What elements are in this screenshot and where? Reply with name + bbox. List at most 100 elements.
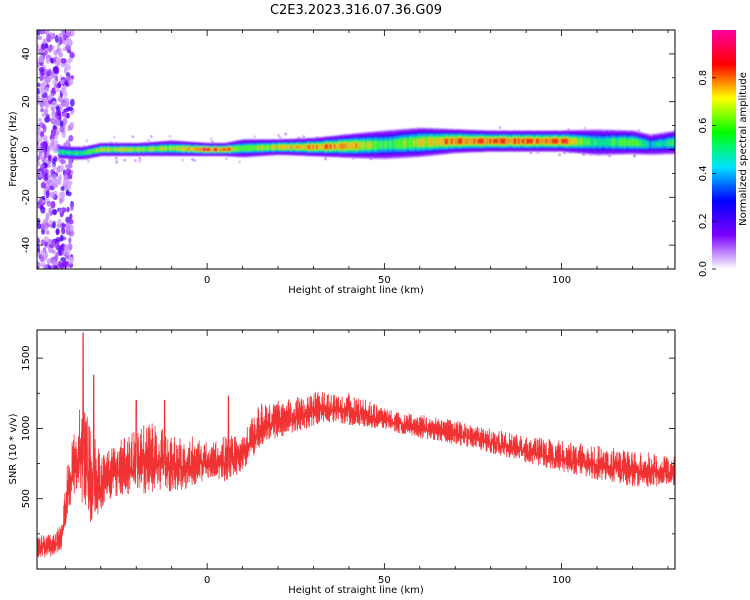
heatmap-ridge-cell (475, 138, 478, 145)
heatmap-ridge-cell (459, 138, 461, 145)
heatmap-noise-cell (62, 118, 68, 125)
heatmap-noise-cell (65, 63, 72, 71)
heatmap-ridge-cell (339, 143, 341, 150)
heatmap-noise-cell (57, 219, 62, 226)
heatmap-ridge-cell (379, 141, 382, 149)
heatmap-ridge-cell (503, 138, 506, 144)
heatmap-ridge-cell (131, 148, 134, 151)
heatmap-ridge-cell (617, 138, 620, 147)
snr-y-tick-label: 1000 (21, 416, 32, 441)
heatmap-ridge-cell (193, 147, 196, 151)
heatmap-ridge-cell (142, 147, 144, 151)
heatmap-ridge-cell (521, 138, 524, 144)
heatmap-ridge-cell (382, 140, 384, 149)
heatmap-ridge-cell (618, 139, 621, 146)
heatmap-ridge-cell (451, 138, 454, 145)
heatmap-ridge-cell (501, 138, 503, 144)
heatmap-noise-cell (38, 262, 45, 267)
heatmap-noise-cell (37, 35, 43, 41)
heatmap-ridge-cell (91, 149, 94, 154)
snr-x-tick-label: 100 (552, 575, 571, 586)
heatmap-y-tick-label: 20 (21, 95, 32, 108)
heatmap-noise-cell (58, 247, 62, 256)
heatmap-noise-cell (56, 47, 63, 56)
heatmap-ridge-cell (453, 137, 455, 145)
heatmap-speckle (224, 157, 228, 161)
heatmap-ridge-cell (435, 138, 437, 146)
heatmap-ridge-cell (173, 146, 176, 150)
heatmap-ridge-cell (235, 146, 238, 152)
heatmap-ridge-cell (273, 145, 275, 150)
heatmap-ridge-cell (431, 137, 434, 146)
heatmap-ridge-cell (69, 150, 71, 155)
heatmap-ridge-cell (424, 138, 426, 146)
heatmap-speckle (284, 132, 288, 136)
heatmap-ridge-cell (93, 149, 95, 153)
heatmap-noise-cell (59, 234, 64, 242)
heatmap-noise-cell (58, 208, 63, 213)
heatmap-noise-cell (51, 238, 56, 247)
heatmap-ridge-cell (483, 138, 485, 145)
heatmap-ridge-cell (279, 144, 281, 150)
heatmap-ridge-cell (444, 138, 447, 145)
heatmap-ridge-cell (87, 150, 89, 154)
heatmap-ridge-cell (495, 138, 497, 144)
heatmap-ridge-cell (105, 147, 107, 152)
heatmap-ridge-cell (292, 144, 294, 150)
heatmap-noise-cell (50, 128, 57, 137)
heatmap-ridge-cell (588, 138, 591, 146)
heatmap-ridge-cell (357, 142, 359, 149)
heatmap-ridge-cell (181, 146, 184, 151)
heatmap-ridge-cell (77, 151, 80, 156)
heatmap-ridge-cell (316, 144, 318, 150)
heatmap-noise-cell (40, 163, 45, 171)
heatmap-ridge-cell (313, 144, 316, 150)
heatmap-noise-cell (39, 30, 46, 35)
heatmap-ridge-cell (145, 147, 148, 151)
heatmap-speckle (302, 135, 306, 139)
heatmap-ridge-cell (532, 138, 534, 144)
heatmap-ridge-cell (665, 140, 668, 147)
heatmap-ridge-cell (585, 137, 587, 147)
heatmap-noise-cell (65, 191, 72, 197)
heatmap-ridge-cell (558, 138, 561, 144)
heatmap-speckle (278, 136, 282, 140)
heatmap-ridge-cell (63, 150, 65, 155)
heatmap-ridge-cell (417, 139, 419, 146)
heatmap-ridge-cell (317, 144, 320, 150)
heatmap-ridge-cell (222, 147, 225, 152)
heatmap-ridge-cell (463, 137, 466, 145)
heatmap-ridge-cell (395, 139, 398, 149)
heatmap-ridge-cell (251, 145, 254, 151)
figure-title: C2E3.2023.316.07.36.G09 (270, 3, 442, 18)
heatmap-noise-cell (58, 173, 62, 182)
heatmap-ridge-cell (346, 142, 348, 150)
heatmap-noise-cell (38, 170, 43, 179)
heatmap-ridge-cell (467, 138, 470, 144)
heatmap-ridge-cell (461, 138, 464, 145)
heatmap-ridge-cell (198, 147, 201, 152)
heatmap-noise-cell (46, 76, 52, 82)
heatmap-ridge-cell (642, 139, 645, 148)
heatmap-noise-cell (52, 183, 59, 189)
snr-series-line (37, 332, 675, 558)
heatmap-x-tick-label: 100 (552, 275, 571, 286)
heatmap-ridge-cell (411, 138, 413, 148)
heatmap-ridge-cell (429, 138, 431, 146)
heatmap-ridge-cell (245, 145, 248, 151)
heatmap-ridge-cell (647, 141, 650, 147)
heatmap-noise-cell (61, 87, 65, 95)
heatmap-ridge-cell (132, 147, 135, 152)
heatmap-ridge-cell (569, 138, 572, 145)
heatmap-ridge-cell (592, 137, 594, 147)
heatmap-ridge-cell (594, 139, 597, 146)
heatmap-ridge-cell (545, 138, 548, 144)
heatmap-ridge-cell (329, 144, 332, 149)
heatmap-ridge-cell (486, 138, 489, 145)
heatmap-ridge-cell (529, 138, 532, 144)
heatmap-ridge-cell (666, 139, 669, 147)
heatmap-ridge-cell (252, 145, 255, 151)
heatmap-ridge-cell (283, 145, 286, 150)
heatmap-ridge-cell (76, 151, 78, 155)
heatmap-noise-cell (58, 191, 65, 199)
